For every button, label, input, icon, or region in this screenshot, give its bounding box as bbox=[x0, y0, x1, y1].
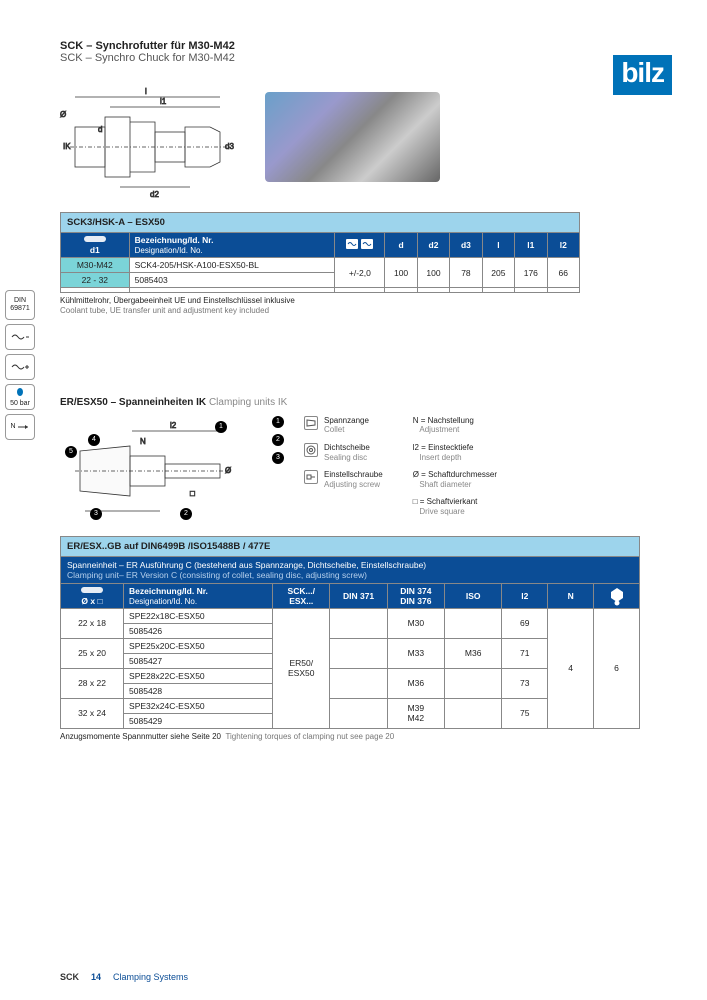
technical-drawing-1: l1 l d2 IK Ø d3 d bbox=[60, 72, 245, 202]
diagram-row: l1 l d2 IK Ø d3 d bbox=[60, 72, 672, 202]
section2-title: ER/ESX50 – Spanneinheiten IK Clamping un… bbox=[60, 397, 672, 408]
svg-text:N: N bbox=[140, 437, 146, 446]
side-wave-minus bbox=[5, 324, 35, 350]
table-row: 22 x 18SPE22x18C-ESX50 ER50/ ESX50 M3069… bbox=[61, 608, 640, 623]
legend-collet: SpannzangeCollet bbox=[304, 416, 383, 435]
table1-header: SCK3/HSK-A – ESX50 bbox=[61, 213, 580, 233]
legend-sq: □ = Schaftvierkant Drive square bbox=[413, 497, 497, 516]
svg-text:l2: l2 bbox=[170, 421, 177, 430]
legend-l2: l2 = Einstecktiefe Insert depth bbox=[413, 443, 497, 462]
svg-text:Ø: Ø bbox=[225, 466, 231, 475]
table2-bluebar: Spanneinheit – ER Ausführung C (bestehen… bbox=[61, 556, 640, 583]
page-footer: SCK 14 Clamping Systems bbox=[60, 972, 188, 982]
svg-text:d: d bbox=[98, 125, 102, 134]
legend-n: N = Nachstellung Adjustment bbox=[413, 416, 497, 435]
legend-screw: EinstellschraubeAdjusting screw bbox=[304, 470, 383, 489]
table-eresx: ER/ESX..GB auf DIN6499B /ISO15488B / 477… bbox=[60, 536, 640, 729]
legend-dia: Ø = Schaftdurchmesser Shaft diameter bbox=[413, 470, 497, 489]
svg-text:l: l bbox=[145, 87, 147, 96]
svg-text:IK: IK bbox=[63, 142, 71, 151]
technical-drawing-2: l2 N Ø □ 1 2 3 4 5 bbox=[60, 416, 260, 526]
svg-text:d2: d2 bbox=[150, 190, 159, 199]
table-row bbox=[61, 288, 580, 293]
table2-header: ER/ESX..GB auf DIN6499B /ISO15488B / 477… bbox=[61, 536, 640, 556]
brand-logo: bilz bbox=[613, 55, 672, 95]
legend-row: l2 N Ø □ 1 2 3 4 5 1 2 3 S bbox=[60, 416, 672, 526]
page-title-en: SCK – Synchro Chuck for M30-M42 bbox=[60, 52, 672, 64]
side-50bar: 50 bar bbox=[5, 384, 35, 410]
sidebar-icons: DIN69871 50 bar N bbox=[5, 290, 35, 440]
table1-note: Kühlmittelrohr, Übergabeeinheit UE und E… bbox=[60, 296, 672, 317]
table-sck3: SCK3/HSK-A – ESX50 d1 Bezeichnung/Id. Nr… bbox=[60, 212, 580, 293]
product-photo bbox=[265, 92, 440, 182]
side-wave-plus bbox=[5, 354, 35, 380]
legend-sealing: DichtscheibeSealing disc bbox=[304, 443, 383, 462]
page-title-de: SCK – Synchrofutter für M30-M42 bbox=[60, 40, 672, 52]
svg-text:d3: d3 bbox=[225, 142, 234, 151]
svg-text:□: □ bbox=[190, 489, 195, 498]
svg-text:Ø: Ø bbox=[60, 110, 66, 119]
side-n-arrow: N bbox=[5, 414, 35, 440]
table-row: M30-M42 SCK4-205/HSK-A100-ESX50-BL +/-2,… bbox=[61, 258, 580, 273]
table2-note: Anzugsmomente Spannmutter siehe Seite 20… bbox=[60, 732, 672, 742]
side-din: DIN69871 bbox=[5, 290, 35, 320]
svg-text:l1: l1 bbox=[160, 97, 167, 106]
